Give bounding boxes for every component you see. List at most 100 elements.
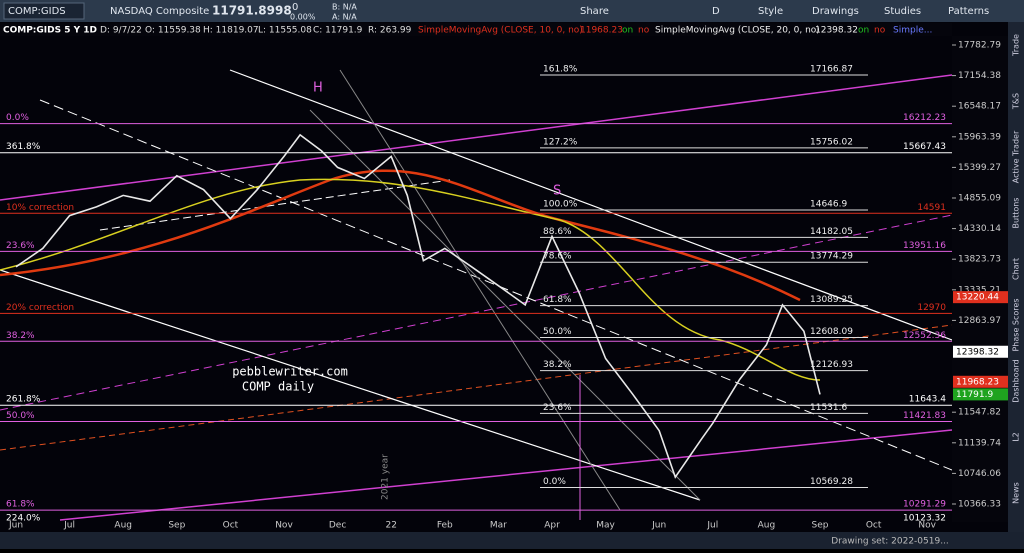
fib-label: 88.6% <box>543 227 572 237</box>
period-button[interactable]: D <box>712 6 720 17</box>
fib-value: 10569.28 <box>810 477 853 487</box>
fib-value: 14591 <box>917 203 946 213</box>
fan <box>309 109 701 501</box>
fib-value: 12608.09 <box>810 327 853 337</box>
bid: B: N/A <box>332 3 357 12</box>
x-tick-label: Nov <box>918 521 936 531</box>
fib-value: 12552.36 <box>903 331 946 341</box>
sma20-on: on <box>858 26 869 36</box>
fib-label: 0.0% <box>543 477 566 487</box>
x-tick-label: Mar <box>490 521 507 531</box>
sidebar-tab[interactable]: L2 <box>1012 432 1021 442</box>
fib-value: 13951.16 <box>903 241 946 251</box>
change-pct: 0.00% <box>290 13 316 22</box>
fib-label: 261.8% <box>6 395 41 405</box>
y-tick-label: 10366.33 <box>958 500 1001 510</box>
annotation: COMP daily <box>242 380 314 394</box>
info-date: D: 9/7/22 <box>100 26 142 36</box>
price-tag-label: 11791.9 <box>956 390 993 400</box>
info-open: O: 11559.38 <box>145 26 201 36</box>
price-tag <box>953 375 1008 388</box>
sidebar-tab[interactable]: News <box>1012 482 1021 504</box>
studies-button[interactable]: Studies <box>884 6 921 17</box>
channel <box>229 69 952 341</box>
y-tick-label: 13335.21 <box>958 285 1001 295</box>
fib-label: 61.8% <box>6 500 35 510</box>
y-tick-label: 11139.74 <box>958 438 1001 448</box>
fib-value: 13774.29 <box>810 252 853 262</box>
instrument: NASDAQ Composite <box>110 6 209 17</box>
channel <box>0 324 952 451</box>
fib-label: 38.2% <box>6 331 35 341</box>
chart-area <box>0 22 1008 532</box>
fib-value: 12970 <box>917 303 946 313</box>
fib-label: 23.6% <box>6 241 35 251</box>
info-close: C: 11791.9 <box>313 26 363 36</box>
sidebar-tab[interactable]: Active Trader <box>1012 130 1021 183</box>
fib-value: 11421.83 <box>903 411 946 421</box>
fib-label: 20% correction <box>6 303 74 313</box>
sma10-no: no <box>638 26 650 36</box>
fib-value: 11531.6 <box>810 403 847 413</box>
fib-value: 13089.25 <box>810 295 853 305</box>
y-tick-label: 11547.82 <box>958 408 1001 418</box>
x-tick-label: Aug <box>114 521 132 531</box>
sma10: SimpleMovingAvg (CLOSE, 10, 0, no) <box>418 26 583 36</box>
x-tick-label: Dec <box>329 521 346 531</box>
price-tag-label: 13220.44 <box>956 293 999 303</box>
y-tick-label: 14855.09 <box>958 193 1001 203</box>
x-tick-label: Nov <box>275 521 293 531</box>
style-button[interactable]: Style <box>758 6 783 17</box>
sidebar-tab[interactable]: Dashboard <box>1012 359 1021 402</box>
status-text: Drawing set: 2022-0519... <box>831 537 949 547</box>
annotation: S <box>553 184 561 199</box>
info-symbol: COMP:GIDS 5 Y 1D <box>3 26 97 36</box>
share-button[interactable]: Share <box>580 6 609 17</box>
sidebar-tab[interactable]: T&S <box>1012 93 1021 110</box>
fib-label: 23.6% <box>543 403 572 413</box>
y-tick-label: 15399.27 <box>958 163 1001 173</box>
patterns-button[interactable]: Patterns <box>948 6 989 17</box>
annotation: H <box>313 81 323 96</box>
fib-value: 15667.43 <box>903 142 946 152</box>
sidebar-tab[interactable]: Buttons <box>1012 198 1021 229</box>
x-tick-label: May <box>596 521 615 531</box>
x-tick-label: Oct <box>223 521 239 531</box>
change: 0 <box>292 2 298 13</box>
price-tag <box>953 388 1008 401</box>
trendlines <box>0 69 952 521</box>
sidebar-tab[interactable]: Phase Scores <box>1012 298 1021 351</box>
sma-long <box>0 169 801 302</box>
fib-value: 15756.02 <box>810 137 853 147</box>
last-price: 11791.8998 <box>212 4 292 18</box>
fib-value: 16212.23 <box>903 113 946 123</box>
sidebar-tab[interactable]: Trade <box>1012 34 1021 57</box>
sidebar <box>1008 22 1024 532</box>
y-tick-label: 17154.38 <box>958 71 1001 81</box>
symbol: COMP:GIDS <box>8 6 66 17</box>
x-tick-label: Jul <box>706 521 718 531</box>
more-studies: Simple... <box>893 26 932 36</box>
fib-label: 100.0% <box>543 200 578 210</box>
annotation: 2021 year <box>381 454 391 500</box>
ask: A: N/A <box>332 13 357 22</box>
y-tick-label: 16548.17 <box>958 102 1001 112</box>
fib-value: 11643.4 <box>909 395 946 405</box>
status-bar <box>0 532 1024 549</box>
sidebar-tab[interactable]: Chart <box>1012 258 1021 280</box>
y-tick-label: 17782.79 <box>958 41 1001 51</box>
y-tick-label: 13823.73 <box>958 255 1001 265</box>
y-tick-label: 12863.97 <box>958 316 1001 326</box>
info-bg <box>0 23 952 36</box>
symbol-box[interactable] <box>3 2 85 20</box>
drawings-button[interactable]: Drawings <box>812 6 859 17</box>
fib-value: 10291.29 <box>903 500 946 510</box>
annotation: pebblewriter.com <box>232 365 348 379</box>
price-tag <box>953 291 1008 304</box>
price-line <box>15 133 821 479</box>
channel <box>0 269 701 501</box>
x-tick-label: Jun <box>8 521 23 531</box>
y-tick-label: 15963.39 <box>958 132 1001 142</box>
price-tag-label: 11968.23 <box>956 377 999 387</box>
